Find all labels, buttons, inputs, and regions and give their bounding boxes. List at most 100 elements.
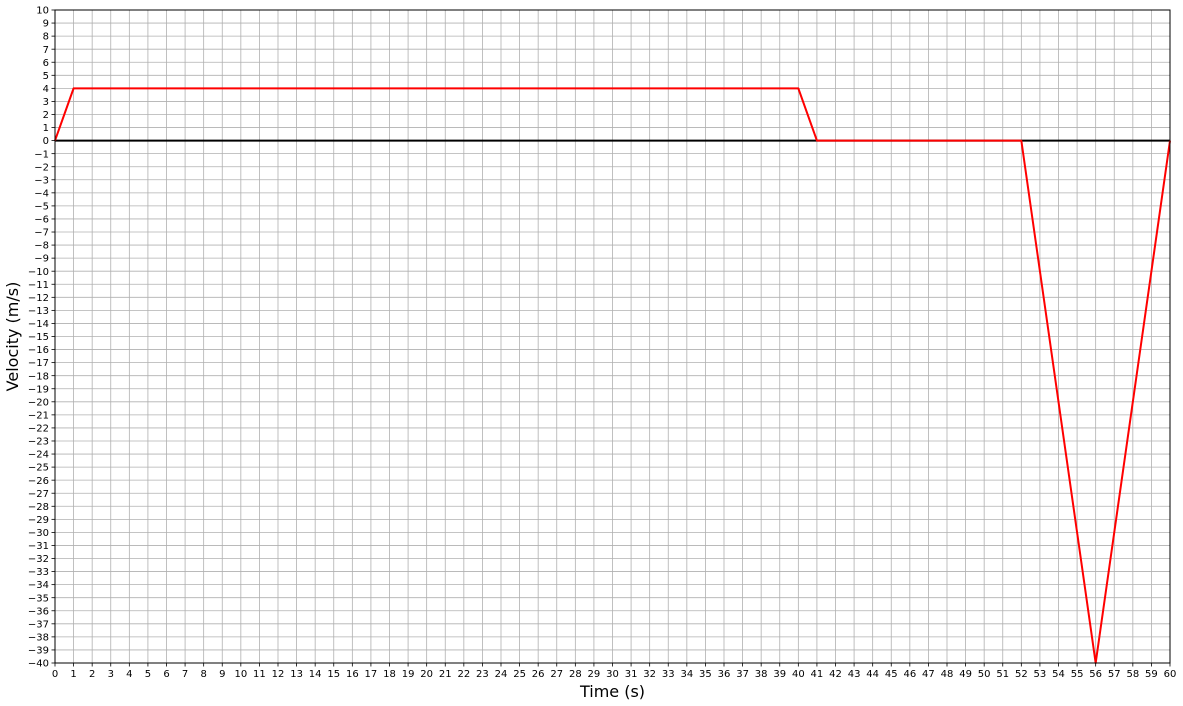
x-tick-label: 36 [718,669,731,680]
x-tick-label: 45 [885,669,898,680]
x-tick-label: 12 [272,669,285,680]
x-tick-label: 59 [1145,669,1158,680]
x-tick-label: 17 [365,669,378,680]
y-tick-label: −21 [28,410,49,421]
y-tick-label: −26 [28,476,49,487]
x-tick-label: 35 [699,669,712,680]
y-tick-label: −38 [28,632,49,643]
x-tick-label: 2 [89,669,95,680]
y-tick-label: −30 [28,528,49,539]
x-tick-label: 47 [922,669,935,680]
x-tick-label: 19 [402,669,415,680]
x-tick-label: 32 [643,669,656,680]
y-tick-label: −25 [28,463,49,474]
x-tick-label: 26 [532,669,545,680]
y-tick-label: −34 [28,580,49,591]
y-tick-label: −35 [28,593,49,604]
y-tick-label: −40 [28,659,49,670]
x-tick-label: 23 [476,669,489,680]
y-tick-label: −39 [28,646,49,657]
x-tick-label: 60 [1164,669,1177,680]
x-tick-label: 10 [234,669,247,680]
x-tick-label: 50 [978,669,991,680]
x-tick-label: 52 [1015,669,1028,680]
x-tick-label: 39 [773,669,786,680]
y-tick-label: −29 [28,515,49,526]
y-tick-label: −33 [28,567,49,578]
grid [54,9,1171,664]
y-tick-label: 7 [43,45,49,56]
y-axis-ticks: −40−39−38−37−36−35−34−33−32−31−30−29−28−… [28,6,55,670]
y-tick-label: −17 [28,358,49,369]
y-tick-label: −28 [28,502,49,513]
y-tick-label: −16 [28,345,49,356]
y-tick-label: −36 [28,606,49,617]
x-tick-label: 20 [420,669,433,680]
x-tick-label: 14 [309,669,322,680]
x-tick-label: 49 [959,669,972,680]
x-tick-label: 54 [1052,669,1065,680]
y-tick-label: −18 [28,371,49,382]
x-tick-label: 1 [70,669,76,680]
y-tick-label: 1 [43,123,49,134]
y-tick-label: 2 [43,110,49,121]
y-tick-label: −1 [34,149,49,160]
y-tick-label: 10 [36,6,49,17]
x-tick-label: 42 [829,669,842,680]
x-tick-label: 9 [219,669,225,680]
y-tick-label: −22 [28,424,49,435]
x-tick-label: 25 [513,669,526,680]
x-tick-label: 27 [550,669,563,680]
x-tick-label: 30 [606,669,619,680]
x-tick-label: 57 [1108,669,1121,680]
x-tick-label: 51 [996,669,1009,680]
y-tick-label: −11 [28,280,49,291]
x-tick-label: 53 [1034,669,1047,680]
y-tick-label: −19 [28,384,49,395]
y-tick-label: −37 [28,619,49,630]
x-tick-label: 21 [439,669,452,680]
y-tick-label: −8 [34,241,49,252]
x-tick-label: 6 [163,669,169,680]
x-tick-label: 34 [680,669,693,680]
x-axis-ticks: 0 1 2 3 4 5 6 7 8 9 10 11 12 13 14 15 16 17 18 19 20 21 22 23 24… [52,663,1177,680]
x-tick-label: 29 [588,669,601,680]
x-tick-label: 48 [941,669,954,680]
x-tick-label: 46 [903,669,916,680]
x-tick-label: 38 [755,669,768,680]
x-tick-label: 37 [736,669,749,680]
x-tick-label: 28 [569,669,582,680]
y-tick-label: 6 [43,58,49,69]
y-tick-label: −5 [34,202,49,213]
x-tick-label: 7 [182,669,188,680]
x-tick-label: 43 [848,669,861,680]
y-tick-label: 8 [43,32,49,43]
x-tick-label: 15 [327,669,340,680]
y-tick-label: 5 [43,71,49,82]
x-tick-label: 18 [383,669,396,680]
x-tick-label: 16 [346,669,359,680]
x-tick-label: 5 [145,669,151,680]
y-tick-label: −7 [34,228,49,239]
y-tick-label: −31 [28,541,49,552]
x-tick-label: 4 [126,669,132,680]
y-tick-label: −14 [28,319,49,330]
y-axis-label: Velocity (m/s) [3,282,22,392]
y-tick-label: −12 [28,293,49,304]
y-tick-label: −20 [28,397,49,408]
y-tick-label: −27 [28,489,49,500]
x-tick-label: 22 [457,669,470,680]
y-tick-label: −6 [34,215,49,226]
x-tick-label: 0 [52,669,58,680]
y-tick-label: 3 [43,97,49,108]
y-tick-label: −15 [28,332,49,343]
x-tick-label: 24 [495,669,508,680]
y-tick-label: −23 [28,437,49,448]
x-tick-label: 3 [108,669,114,680]
x-tick-label: 56 [1089,669,1102,680]
y-tick-label: −3 [34,175,49,186]
x-tick-label: 13 [290,669,303,680]
y-tick-label: −2 [34,162,49,173]
x-axis-label: Time (s) [579,682,645,701]
